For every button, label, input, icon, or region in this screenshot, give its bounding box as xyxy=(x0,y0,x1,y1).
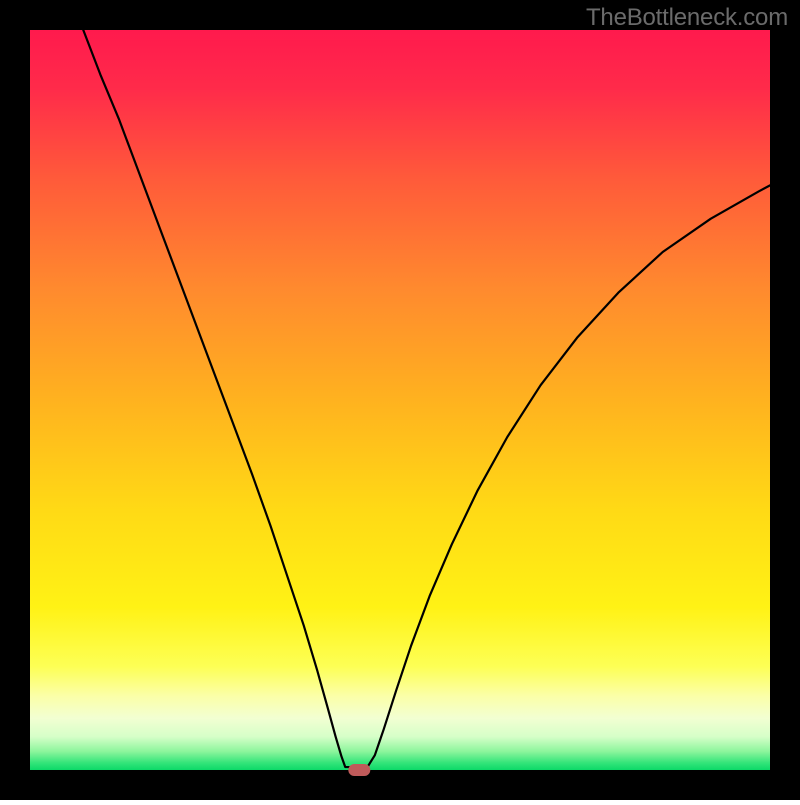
chart-container: TheBottleneck.com xyxy=(0,0,800,800)
chart-svg xyxy=(0,0,800,800)
plot-background xyxy=(30,30,770,770)
watermark-text: TheBottleneck.com xyxy=(586,4,788,32)
min-marker xyxy=(348,764,370,776)
